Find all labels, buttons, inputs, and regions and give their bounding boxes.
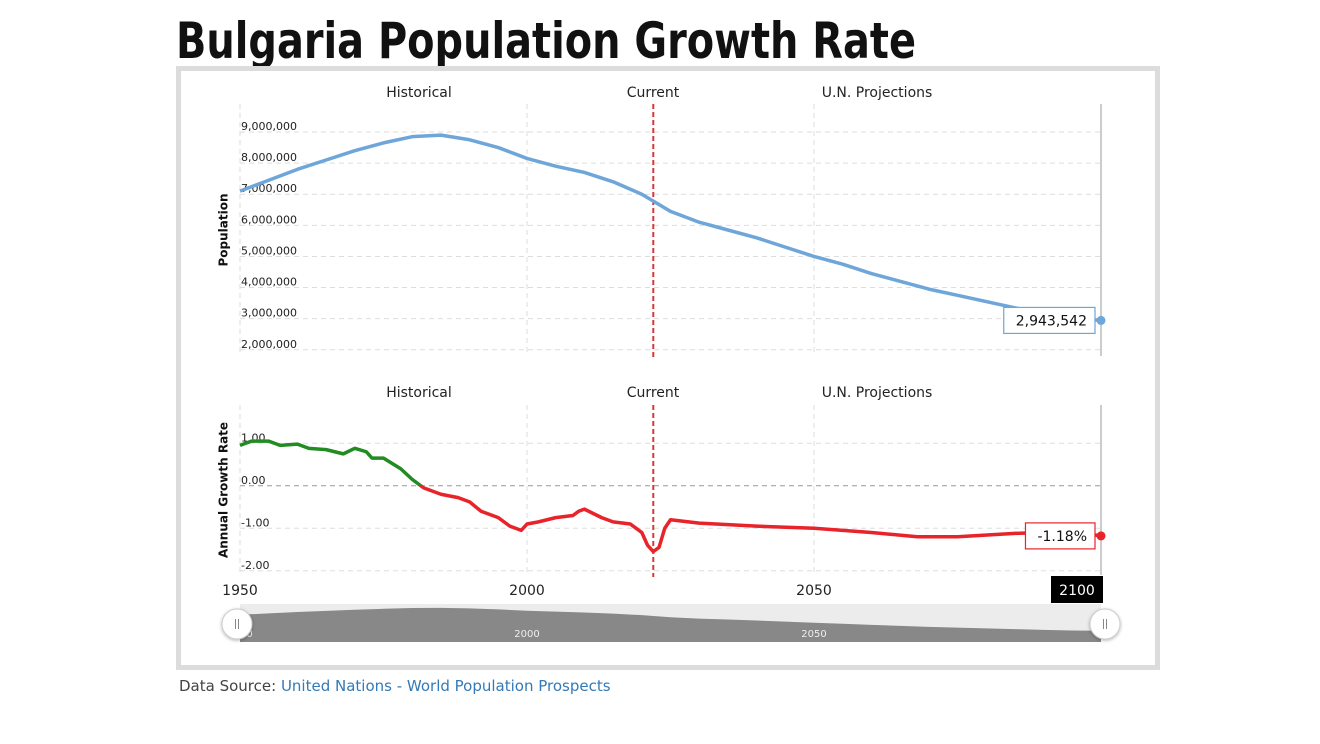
navigator-handle[interactable] xyxy=(221,608,253,640)
end-point xyxy=(1096,531,1106,541)
y-tick-label: -2.00 xyxy=(241,559,269,572)
y-tick-label: 5,000,000 xyxy=(241,244,297,257)
source-label: Data Source: xyxy=(179,677,276,695)
series-line xyxy=(239,133,1102,323)
y-tick-label: -1.00 xyxy=(241,516,269,529)
y-tick-label: 0.00 xyxy=(241,474,266,487)
navigator-handle[interactable] xyxy=(1089,608,1121,640)
source: Data Source: United Nations - World Popu… xyxy=(179,677,611,695)
x-tick-label: 2000 xyxy=(509,583,545,599)
value-label: -1.18% xyxy=(1037,529,1087,545)
y-axis-label: Annual Growth Rate xyxy=(217,422,231,558)
page-title: Bulgaria Population Growth Rate xyxy=(176,12,916,70)
y-tick-label: 6,000,000 xyxy=(241,213,297,226)
x-tick-label: 2100 xyxy=(1059,583,1095,599)
period-label: Current xyxy=(627,385,680,401)
y-tick-label: 8,000,000 xyxy=(241,151,297,164)
y-axis-label: Population xyxy=(217,193,231,266)
period-label: U.N. Projections xyxy=(822,385,933,401)
y-tick-label: 9,000,000 xyxy=(241,120,297,133)
source-link[interactable]: United Nations - World Population Prospe… xyxy=(281,677,611,695)
series-line xyxy=(239,439,1102,554)
x-tick-label: 2050 xyxy=(796,583,832,599)
period-label: Historical xyxy=(386,385,452,401)
handle-knob xyxy=(1089,608,1121,640)
navigator-label: 2050 xyxy=(801,629,826,640)
value-label-box xyxy=(1003,306,1096,335)
y-tick-label: 2,000,000 xyxy=(241,338,297,351)
end-point xyxy=(1096,315,1106,325)
value-label-box xyxy=(1024,522,1096,550)
period-label: Historical xyxy=(386,85,452,101)
period-label: U.N. Projections xyxy=(822,85,933,101)
navigator-label: 2000 xyxy=(514,629,539,640)
navigator-area xyxy=(240,607,1101,642)
y-tick-label: 3,000,000 xyxy=(241,307,297,320)
x-tick-highlight xyxy=(1051,576,1103,603)
value-label: 2,943,542 xyxy=(1016,313,1087,329)
period-label: Current xyxy=(627,85,680,101)
x-tick-label: 1950 xyxy=(222,583,258,599)
y-tick-label: 4,000,000 xyxy=(241,276,297,289)
handle-knob xyxy=(221,608,253,640)
chart-frame xyxy=(176,66,1160,670)
